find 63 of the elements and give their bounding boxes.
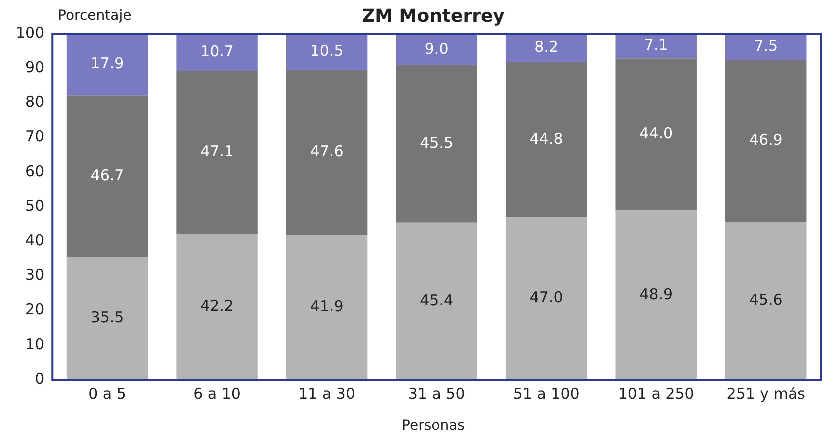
y-axis-title: Porcentaje [58, 8, 132, 24]
data-label: 35.5 [90, 308, 124, 326]
bar [726, 222, 807, 380]
x-tick-label: 31 a 50 [408, 384, 466, 403]
y-tick-label: 0 [35, 370, 45, 388]
bar [286, 235, 368, 380]
data-label: 10.7 [200, 42, 234, 60]
data-label: 9.0 [424, 40, 449, 58]
data-label: 8.2 [534, 38, 559, 56]
chart-title: ZM Monterrey [362, 6, 505, 27]
y-tick-label: 60 [26, 162, 45, 180]
data-label: 17.9 [90, 54, 124, 73]
data-label: 48.9 [640, 285, 674, 304]
y-tick-label: 10 [26, 335, 45, 354]
bar [66, 96, 148, 258]
bar [176, 34, 258, 72]
data-label: 46.9 [749, 130, 783, 149]
data-label: 44.0 [640, 124, 674, 143]
bar [506, 34, 588, 62]
bar [176, 234, 258, 380]
data-label: 46.7 [90, 166, 124, 184]
bar [616, 210, 697, 380]
data-label: 47.0 [530, 288, 564, 307]
bar [286, 34, 368, 70]
data-label: 45.6 [749, 291, 783, 310]
x-tick-label: 101 a 250 [618, 384, 694, 403]
data-label: 45.4 [420, 291, 454, 310]
bar [726, 34, 807, 60]
x-tick-label: 6 a 10 [194, 384, 241, 403]
bar [286, 70, 368, 236]
y-tick-label: 40 [26, 231, 45, 250]
x-tick-label: 51 a 100 [513, 384, 580, 403]
y-tick-label: 100 [16, 24, 45, 42]
x-tick-label: 251 y más [726, 384, 806, 403]
y-tick-label: 30 [26, 266, 45, 284]
bar [66, 34, 148, 96]
data-label: 7.1 [644, 36, 668, 54]
bar [396, 222, 478, 380]
bar [396, 65, 478, 223]
data-label: 47.6 [310, 142, 344, 161]
data-label: 10.5 [310, 42, 344, 60]
y-tick-label: 90 [26, 58, 45, 76]
y-tick-label: 70 [26, 128, 45, 146]
y-tick-label: 20 [26, 300, 45, 319]
bar [396, 34, 478, 66]
data-label: 47.1 [200, 142, 234, 160]
data-label: 42.2 [200, 296, 234, 315]
bar [506, 217, 588, 380]
x-axis-title: Personas [401, 418, 466, 434]
y-tick-label: 50 [26, 196, 45, 215]
bar [616, 58, 697, 211]
x-tick-label: 11 a 30 [298, 384, 356, 403]
bar [726, 60, 807, 222]
y-tick-label: 80 [26, 93, 45, 112]
bar [176, 71, 258, 234]
bar [616, 34, 697, 59]
bar [506, 62, 588, 218]
data-label: 41.9 [310, 297, 344, 316]
data-label: 44.8 [530, 130, 564, 148]
data-label: 7.5 [754, 36, 778, 55]
x-tick-label: 0 a 5 [88, 384, 126, 403]
data-label: 45.5 [420, 134, 454, 152]
bar [66, 257, 148, 380]
